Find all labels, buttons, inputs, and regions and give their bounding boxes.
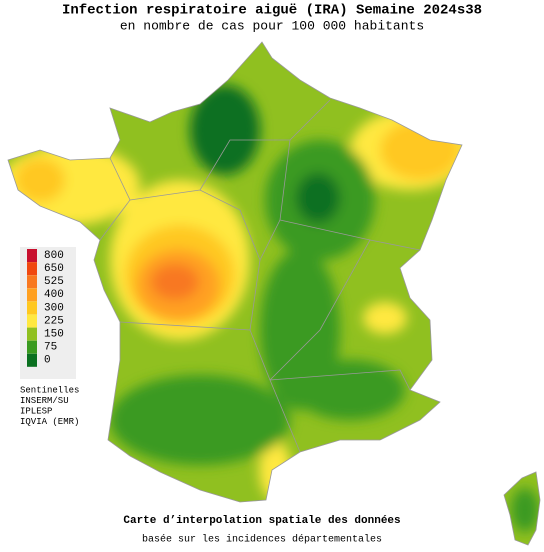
legend-swatch — [27, 353, 37, 367]
source-line: IPLESP — [20, 406, 52, 416]
legend-swatch — [27, 275, 37, 289]
legend-label: 150 — [44, 329, 64, 341]
legend-swatch — [27, 327, 37, 341]
region-borders — [7, 41, 541, 546]
legend-label: 800 — [44, 250, 64, 262]
legend-swatch — [27, 340, 37, 354]
source-line: IQVIA (EMR) — [20, 417, 79, 427]
legend-label: 300 — [44, 302, 64, 314]
source-line: Sentinelles — [20, 385, 79, 395]
legend-label: 525 — [44, 276, 64, 288]
subtitle: en nombre de cas pour 100 000 habitants — [120, 18, 424, 33]
source-line: INSERM/SU — [20, 396, 69, 406]
legend-swatch — [27, 249, 37, 262]
caption: Carte d’interpolation spatiale des donné… — [123, 515, 400, 527]
legend-label: 75 — [44, 342, 57, 354]
legend-swatch — [27, 314, 37, 328]
legend-swatch — [27, 301, 37, 315]
legend-label: 0 — [44, 355, 51, 367]
legend-swatch — [27, 262, 37, 276]
legend-label: 225 — [44, 315, 64, 327]
legend-label: 650 — [44, 263, 64, 275]
legend-label: 400 — [44, 289, 64, 301]
subcaption: basée sur les incidences départementales — [142, 534, 382, 546]
legend-swatch — [27, 288, 37, 302]
title: Infection respiratoire aiguë (IRA) Semai… — [62, 3, 482, 19]
